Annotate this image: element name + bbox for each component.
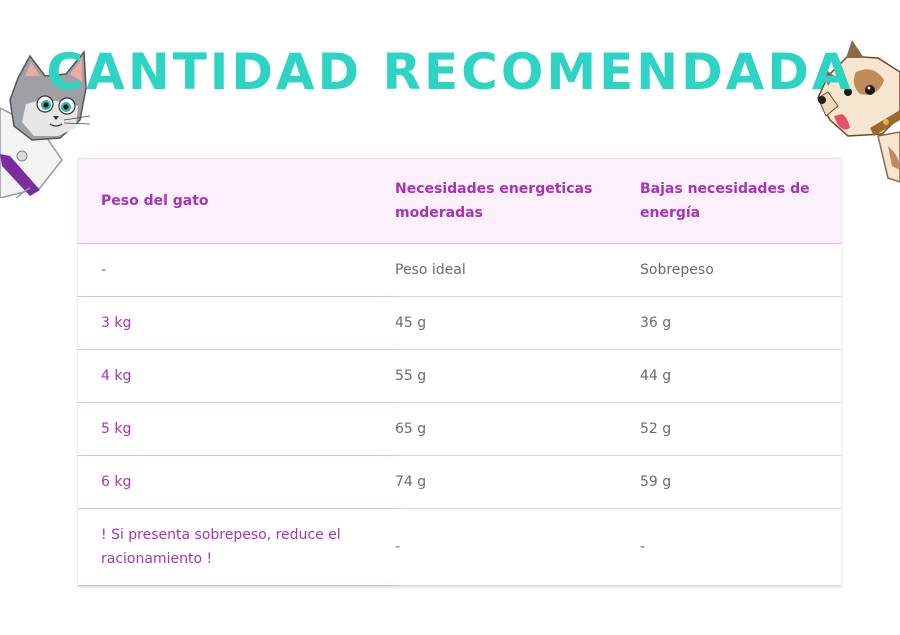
table-cell: 5 kg: [78, 402, 395, 456]
table-row: - Peso ideal Sobrepeso: [78, 243, 841, 297]
table-cell: 4 kg: [78, 349, 395, 403]
table-row: 5 kg 65 g 52 g: [78, 402, 841, 456]
table-row: 3 kg 45 g 36 g: [78, 296, 841, 350]
table-cell: 6 kg: [78, 455, 395, 509]
feeding-table-container: Peso del gato Necesidades energeticas mo…: [78, 158, 841, 586]
cat-icon: [0, 50, 91, 198]
table-cell: 74 g: [395, 455, 640, 509]
table-cell: -: [78, 243, 395, 297]
page-title: CANTIDAD RECOMENDADA: [46, 43, 854, 101]
table-row: 4 kg 55 g 44 g: [78, 349, 841, 403]
feeding-table: Peso del gato Necesidades energeticas mo…: [78, 158, 841, 586]
overweight-note: ! Si presenta sobrepeso, reduce el racio…: [78, 508, 395, 586]
table-cell: Sobrepeso: [640, 243, 841, 297]
dog-icon: [817, 40, 900, 183]
table-cell: 59 g: [640, 455, 841, 509]
table-cell: 55 g: [395, 349, 640, 403]
table-header-row: Peso del gato Necesidades energeticas mo…: [78, 158, 841, 244]
table-cell: 36 g: [640, 296, 841, 350]
table-cell: 65 g: [395, 402, 640, 456]
table-cell: 52 g: [640, 402, 841, 456]
table-cell: -: [395, 508, 640, 586]
table-row: ! Si presenta sobrepeso, reduce el racio…: [78, 508, 841, 586]
column-header-moderate-energy: Necesidades energeticas moderadas: [395, 158, 640, 244]
column-header-low-energy: Bajas necesidades de energía: [640, 158, 841, 244]
table-cell: 44 g: [640, 349, 841, 403]
column-header-weight: Peso del gato: [78, 158, 395, 244]
table-cell: Peso ideal: [395, 243, 640, 297]
table-cell: 45 g: [395, 296, 640, 350]
table-cell: 3 kg: [78, 296, 395, 350]
table-cell: -: [640, 508, 841, 586]
table-row: 6 kg 74 g 59 g: [78, 455, 841, 509]
